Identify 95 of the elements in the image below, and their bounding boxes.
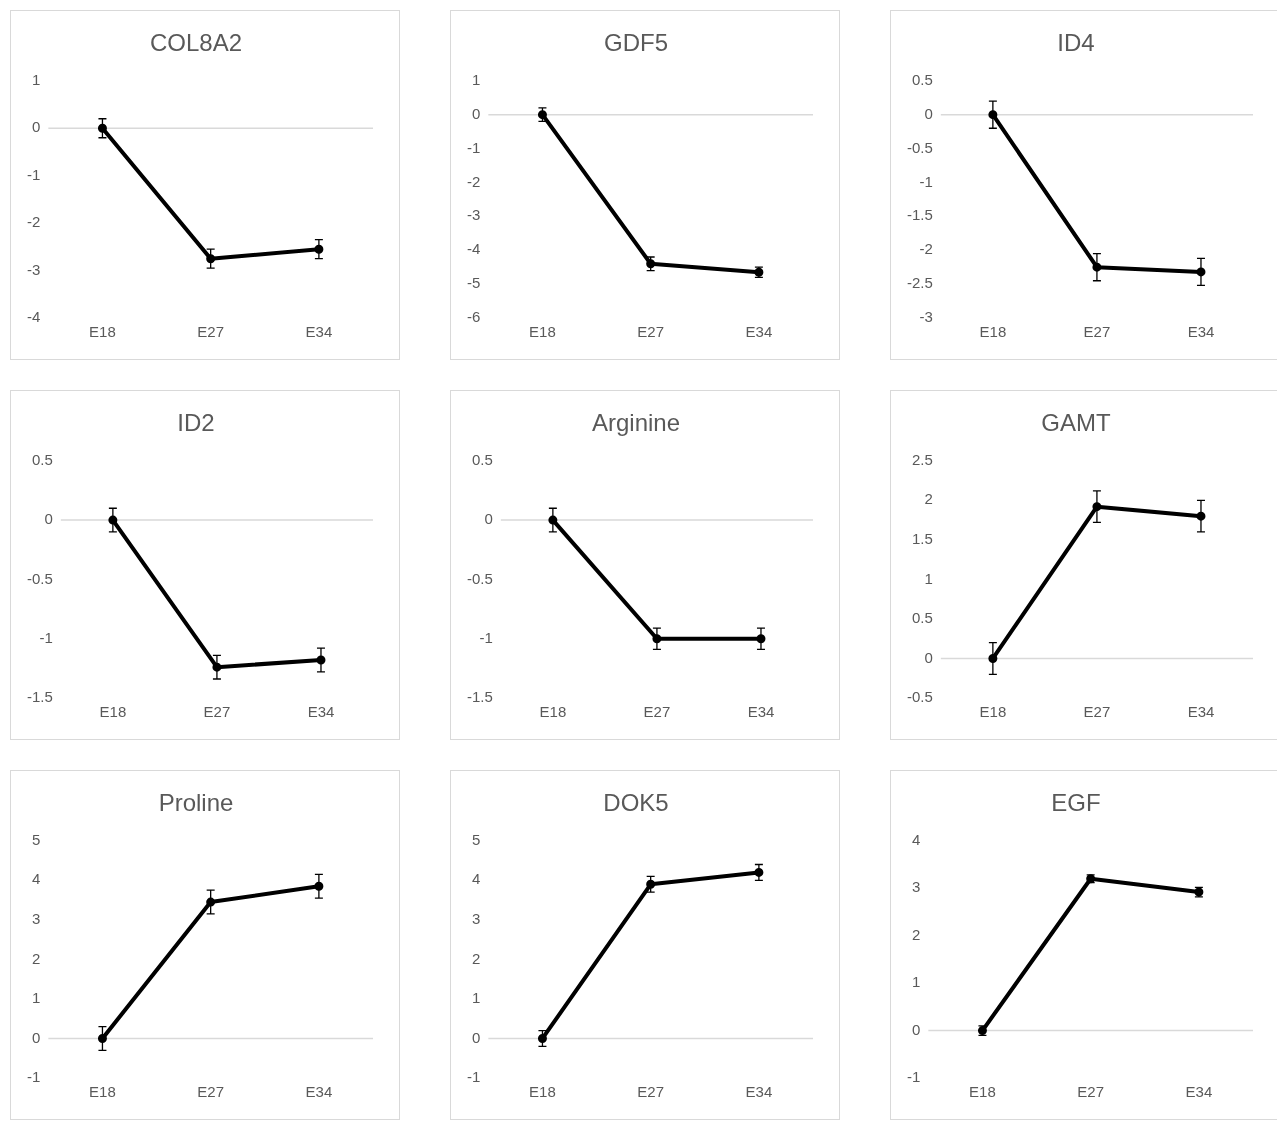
y-tick-label: 0 <box>471 104 481 122</box>
y-tick-label: -1 <box>919 172 933 190</box>
y-tick-label: 0 <box>31 118 41 136</box>
x-tick-label: E34 <box>747 703 775 721</box>
x-tick-label: E27 <box>643 703 671 721</box>
x-tick-label: E18 <box>539 703 567 721</box>
x-tick-label: E18 <box>99 703 127 721</box>
x-tick-label: E27 <box>197 323 225 341</box>
y-tick-label: 0 <box>31 1028 41 1046</box>
y-tick-label: 5 <box>471 830 481 848</box>
y-tick-label: -2 <box>919 240 933 258</box>
y-tick-label: 3 <box>911 878 921 896</box>
x-tick-label: E34 <box>745 323 773 341</box>
y-tick-label: -1 <box>26 1068 41 1086</box>
y-tick-label: -4 <box>26 308 41 326</box>
y-tick-label: 1 <box>471 989 481 1007</box>
y-tick-label: 0 <box>471 1028 481 1046</box>
chart-title: Arginine <box>591 409 681 437</box>
y-tick-label: -1.5 <box>26 688 53 706</box>
y-tick-label: -1 <box>466 1068 481 1086</box>
y-tick-label: -5 <box>466 274 481 292</box>
x-tick-label: E27 <box>203 703 231 721</box>
y-tick-label: -0.5 <box>466 569 493 587</box>
x-tick-label: E18 <box>979 323 1007 341</box>
y-tick-label: 2 <box>911 925 921 943</box>
y-tick-label: 0.5 <box>31 450 53 468</box>
y-tick-label: 3 <box>471 910 481 928</box>
y-tick-label: 5 <box>31 830 41 848</box>
y-tick-label: -2 <box>26 213 41 231</box>
y-tick-label: 1 <box>924 569 933 587</box>
y-tick-label: -1.5 <box>466 688 493 706</box>
y-tick-label: 4 <box>31 870 41 888</box>
x-tick-label: E27 <box>637 1083 665 1101</box>
y-tick-label: 0.5 <box>911 609 933 627</box>
y-tick-label: -3 <box>466 206 481 224</box>
y-tick-label: 0 <box>924 104 933 122</box>
y-tick-label: -3 <box>26 260 41 278</box>
x-tick-label: E34 <box>305 1083 333 1101</box>
x-tick-label: E18 <box>979 703 1007 721</box>
x-tick-label: E18 <box>89 1083 116 1101</box>
y-tick-label: -1.5 <box>906 206 933 224</box>
y-tick-label: -1 <box>466 138 481 156</box>
y-tick-label: 1 <box>471 70 481 88</box>
chart-title: GDF5 <box>603 29 669 57</box>
y-tick-label: -2.5 <box>906 274 933 292</box>
y-tick-label: -0.5 <box>26 569 53 587</box>
x-tick-label: E27 <box>197 1083 225 1101</box>
chart-title: GAMT <box>1041 409 1111 437</box>
y-tick-label: 0.5 <box>911 70 933 88</box>
y-tick-label: -0.5 <box>906 138 933 156</box>
x-tick-label: E18 <box>969 1083 996 1101</box>
x-tick-label: E18 <box>89 323 116 341</box>
y-tick-label: -1 <box>39 628 53 646</box>
y-tick-label: 1.5 <box>911 530 933 548</box>
x-tick-label: E34 <box>305 323 333 341</box>
y-tick-label: 2 <box>471 949 481 967</box>
chart-title: ID2 <box>177 409 215 437</box>
y-tick-label: 4 <box>911 830 921 848</box>
y-tick-label: -1 <box>479 628 493 646</box>
y-tick-label: 0 <box>44 510 53 528</box>
x-tick-label: E27 <box>1083 323 1111 341</box>
y-tick-label: 1 <box>911 973 921 991</box>
y-tick-label: -1 <box>906 1068 921 1086</box>
x-tick-label: E27 <box>1077 1083 1105 1101</box>
y-tick-label: 2.5 <box>911 450 933 468</box>
x-tick-label: E34 <box>1187 323 1215 341</box>
chart-title: ID4 <box>1057 29 1095 57</box>
x-tick-label: E34 <box>1187 703 1215 721</box>
y-tick-label: -4 <box>466 240 481 258</box>
y-tick-label: -1 <box>26 165 41 183</box>
chart-title: COL8A2 <box>149 29 243 57</box>
y-tick-label: 1 <box>31 989 41 1007</box>
y-tick-label: 2 <box>31 949 41 967</box>
y-tick-label: 0 <box>911 1020 921 1038</box>
y-tick-label: 0.5 <box>471 450 493 468</box>
y-tick-label: 0 <box>484 510 493 528</box>
y-tick-label: -2 <box>466 172 481 190</box>
x-tick-label: E34 <box>745 1083 773 1101</box>
y-tick-label: 1 <box>31 70 41 88</box>
y-tick-label: 4 <box>471 870 481 888</box>
x-tick-label: E34 <box>1185 1083 1213 1101</box>
chart-title: EGF <box>1051 789 1101 817</box>
chart-title: Proline <box>158 789 234 817</box>
x-tick-label: E27 <box>637 323 665 341</box>
chart-title: DOK5 <box>603 789 669 817</box>
y-tick-label: -6 <box>466 308 481 326</box>
x-tick-label: E18 <box>529 1083 556 1101</box>
x-tick-label: E34 <box>307 703 335 721</box>
y-tick-label: 0 <box>924 648 933 666</box>
y-tick-label: 2 <box>924 490 933 508</box>
y-tick-label: 3 <box>31 910 41 928</box>
y-tick-label: -0.5 <box>906 688 933 706</box>
y-tick-label: -3 <box>919 308 933 326</box>
x-tick-label: E18 <box>529 323 556 341</box>
x-tick-label: E27 <box>1083 703 1111 721</box>
